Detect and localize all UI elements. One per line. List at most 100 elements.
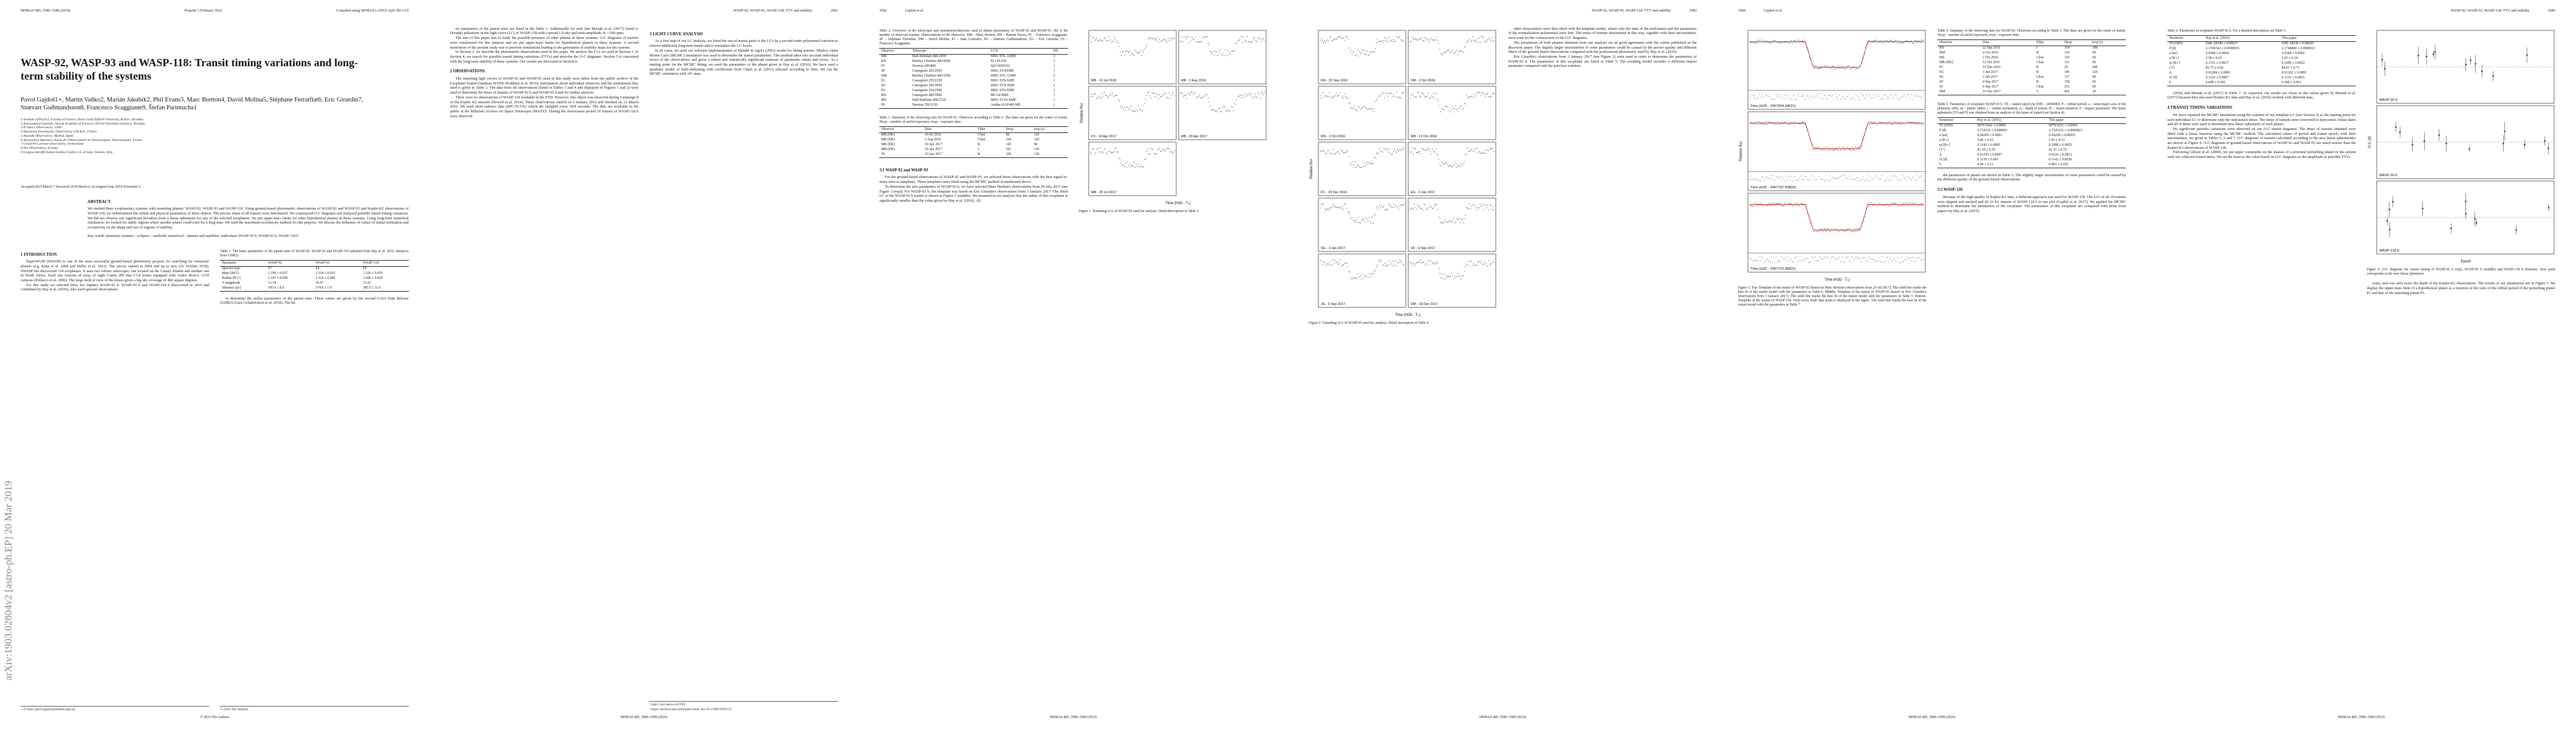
point-decoration: [1221, 111, 1222, 112]
page: 3584 Gajdoš et al. Relative flux Time (HJD …: [1718, 0, 2147, 729]
table-row: JG Cassegrain 235/2350 SBIG ST8-XME 1: [879, 79, 1067, 84]
table-cell: 90: [2092, 61, 2096, 65]
header-text: Gajdoš et al.: [1764, 9, 1783, 13]
residual-decoration: [1855, 256, 1856, 258]
point-decoration: [1149, 38, 1151, 39]
point-decoration: [1379, 94, 1380, 95]
header-text: 3582: [879, 9, 887, 13]
point-decoration: [1832, 149, 1833, 151]
point-decoration: [1399, 259, 1400, 261]
table-cell: MI G4-9000: [990, 94, 1009, 98]
point-decoration: [1442, 163, 1444, 165]
table-cell: JG: [881, 79, 885, 83]
point-decoration: [1879, 40, 1880, 41]
table-cell: 101: [1005, 148, 1012, 152]
panel: SF - 4 Sep 2017: [1408, 197, 1496, 252]
point-decoration: [2438, 134, 2440, 136]
point-decoration: [1462, 163, 1464, 164]
point-decoration: [1487, 93, 1488, 94]
residual-decoration: [1912, 98, 1913, 100]
panel-frame: [1318, 253, 1406, 308]
table-header-cell: Telescope: [910, 48, 989, 55]
panel-frame: [1747, 111, 1926, 191]
point-decoration: [1439, 104, 1440, 106]
para: In Section 2, we describe the photometri…: [450, 50, 639, 64]
point-decoration: [1145, 46, 1146, 47]
point-decoration: [2386, 220, 2388, 222]
point-decoration: [1869, 123, 1871, 125]
point-decoration: [1437, 154, 1439, 156]
point-decoration: [1830, 67, 1831, 69]
residual-decoration: [1856, 94, 1857, 95]
point-decoration: [1419, 38, 1420, 39]
table-cell: V: [2036, 90, 2039, 94]
point-decoration: [1359, 50, 1360, 52]
point-decoration: [1773, 39, 1774, 41]
residual-decoration: [1880, 261, 1882, 262]
heading: 1 INTRODUCTION: [21, 252, 57, 257]
point-decoration: [1450, 111, 1451, 112]
point-decoration: [2474, 63, 2476, 65]
table-header-cell: Observer: [1937, 39, 1981, 46]
point-decoration: [1875, 39, 1877, 41]
residual-decoration: [1790, 98, 1792, 99]
y-axis-label: Relative flux: [1310, 159, 1314, 179]
point-decoration: [1787, 124, 1789, 125]
point-decoration: [2383, 67, 2386, 70]
point-decoration: [1211, 109, 1213, 111]
point-decoration: [1326, 208, 1327, 210]
point-decoration: [1377, 208, 1378, 210]
header-text: 3581: [830, 9, 838, 13]
point-decoration: [1362, 107, 1363, 108]
residual-decoration: [1756, 97, 1758, 98]
table-cell: 0.1088 ± 0.0055: [2049, 143, 2072, 148]
table-cell: 0.0348 ± 0.0002: [2281, 52, 2305, 56]
point-decoration: [1118, 157, 1120, 159]
point-decoration: [1867, 202, 1868, 204]
point-decoration: [1790, 40, 1792, 41]
point-decoration: [1434, 39, 1435, 41]
point-decoration: [1146, 151, 1147, 152]
table-cell: 120: [1033, 152, 1040, 157]
residual-decoration: [1860, 93, 1862, 94]
panel-frame: [1747, 30, 1926, 110]
table-cell: MB (DK): [881, 138, 896, 142]
point-decoration: [1194, 93, 1196, 94]
table-row: RN Ritchey Chrétien 400/2900 FLI PL230 3: [879, 60, 1067, 64]
point-decoration: [1476, 39, 1478, 40]
figure: Relative flux Time (HJD - T₀) MB - 10 Jul …: [1079, 29, 1267, 214]
point-decoration: [1470, 95, 1471, 97]
table-cell: DM: [1939, 51, 1945, 55]
point-decoration: [1425, 95, 1427, 97]
table-cell: 1: [1053, 94, 1055, 98]
residual-decoration: [1866, 177, 1867, 178]
point-decoration: [1329, 36, 1331, 38]
residual-decoration: [1828, 180, 1829, 182]
point-decoration: [1856, 67, 1857, 69]
heading: 4 TRANSIT TIMING VARIATIONS: [2167, 106, 2233, 111]
point-decoration: [1377, 264, 1378, 265]
table-row: Spectral type F7 F4 F6: [220, 266, 408, 272]
panel-frame: [1088, 86, 1177, 140]
table-row: MS Dall-Kirkham 400/2720 SBIG ST10-XME 1: [879, 98, 1067, 103]
point-decoration: [1413, 153, 1414, 154]
para: Following Gibson et al. (2009), we put u…: [2167, 150, 2356, 160]
point-decoration: [1345, 36, 1346, 38]
table-header-cell: CCD: [988, 48, 1052, 55]
page: WASP-92, WASP-93, WASP-118: TTV and stab…: [430, 0, 859, 729]
table-cell: rp [R⋆]: [2169, 61, 2180, 66]
point-decoration: [1151, 148, 1153, 149]
point-decoration: [1149, 95, 1151, 97]
table-cell: b: [2169, 81, 2171, 85]
point-decoration: [1187, 92, 1188, 93]
table-header-cell: Hay et al. (2016): [2204, 35, 2280, 42]
point-decoration: [1413, 208, 1414, 210]
point-decoration: [1355, 277, 1357, 278]
point-decoration: [1372, 222, 1374, 224]
residual-decoration: [1823, 95, 1824, 96]
panel-label: RN - 22 Sep 2016: [1321, 79, 1348, 83]
point-decoration: [1137, 163, 1139, 165]
table-cell: R: [2036, 51, 2039, 55]
point-decoration: [1207, 97, 1208, 98]
point-decoration: [1352, 219, 1354, 221]
